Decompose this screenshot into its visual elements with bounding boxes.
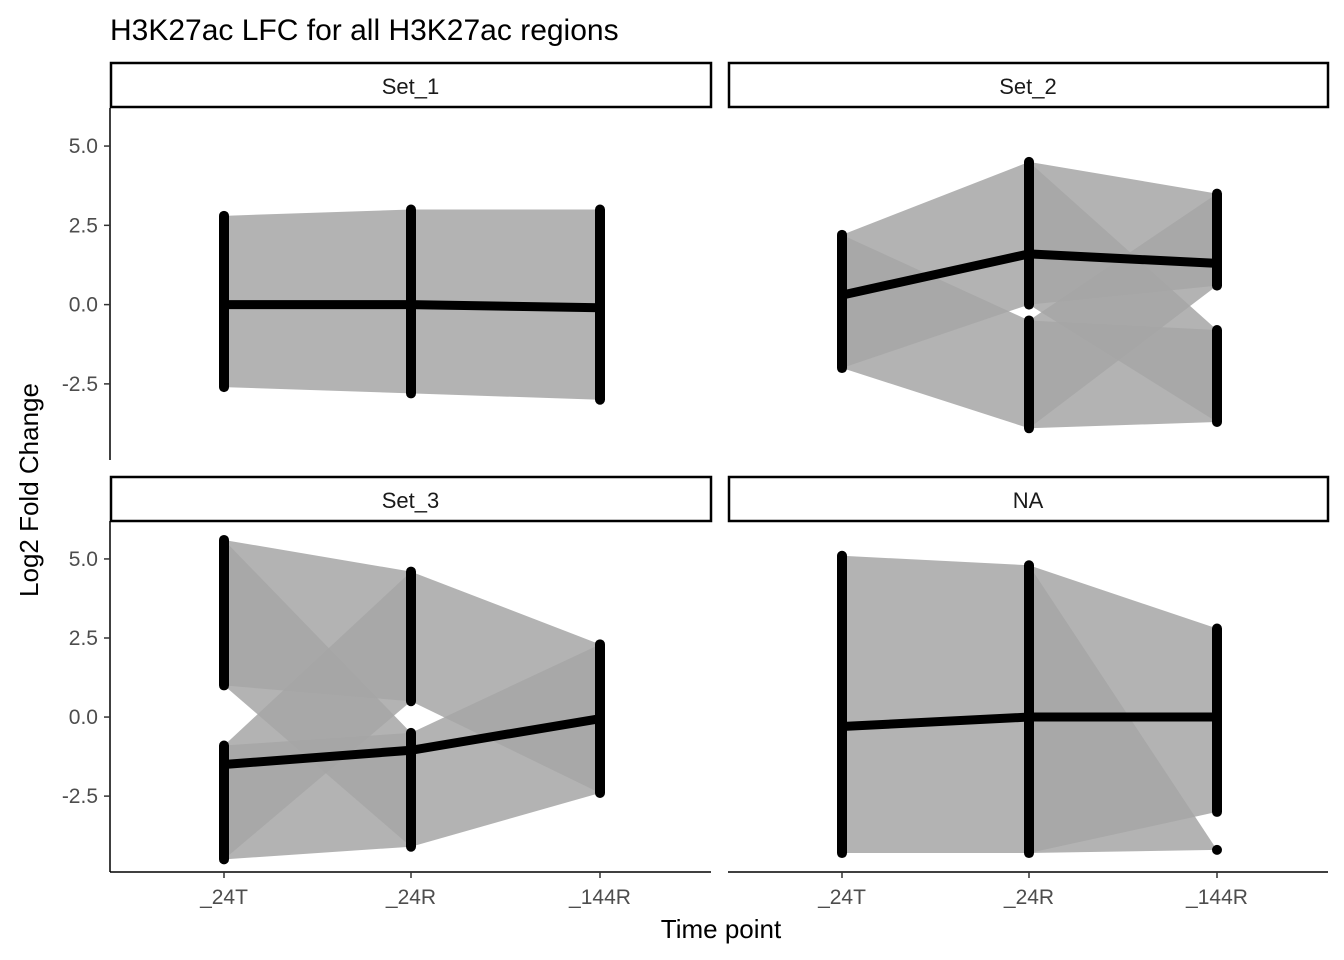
region-lines-band [411,571,600,793]
facet-strip-label: NA [1013,488,1044,513]
x-tick-label: _24R [385,886,436,909]
facet-strip-label: Set_1 [382,74,440,99]
region-lines-band [224,539,411,702]
x-tick-label: _24T [199,886,248,909]
facet-strip [727,61,1330,109]
y-tick-label: 5.0 [69,135,98,158]
region-lines-band [842,161,1029,369]
y-axis-title: Log2 Fold Change [14,383,44,597]
mean-line [841,249,1218,300]
y-tick-label: 0.0 [69,706,98,729]
mean-line [224,300,601,313]
y-tick-label: 0.0 [69,294,98,317]
x-tick-label: _144R [1185,886,1248,909]
x-tick-label: _144R [568,886,631,909]
panel-na: NA _24T _24R _144R [727,475,1330,909]
x-axis-title: Time point [661,914,782,944]
mean-line [841,712,1217,732]
panel-set-1: Set_1 -2.5 0.0 2.5 5.0 [62,61,713,460]
y-tick-label: -2.5 [62,373,98,396]
panel-set-2: Set_2 [727,61,1330,434]
facet-strip [109,475,713,523]
facet-strip [727,475,1330,523]
y-tick-label: 2.5 [69,627,98,650]
region-lines-band [1029,161,1217,305]
facet-strip [109,61,713,109]
mean-line [223,714,601,769]
y-tick-label: 5.0 [69,548,98,571]
region-lines-band [842,555,1029,854]
y-tick-label: 2.5 [69,214,98,237]
x-tick-label: _24R [1003,886,1054,909]
panel-set-3: Set_3 -2.5 0.0 2.5 5.0 _24T _24R _144R [62,475,713,909]
region-lines-band [1029,565,1217,854]
facet-strip-label: Set_2 [999,74,1057,99]
facet-strip-label: Set_3 [382,488,440,513]
chart-title: H3K27ac LFC for all H3K27ac regions [110,14,619,47]
data-point [1212,844,1222,855]
y-tick-label: -2.5 [62,785,98,808]
x-tick-label: _24T [817,886,866,909]
